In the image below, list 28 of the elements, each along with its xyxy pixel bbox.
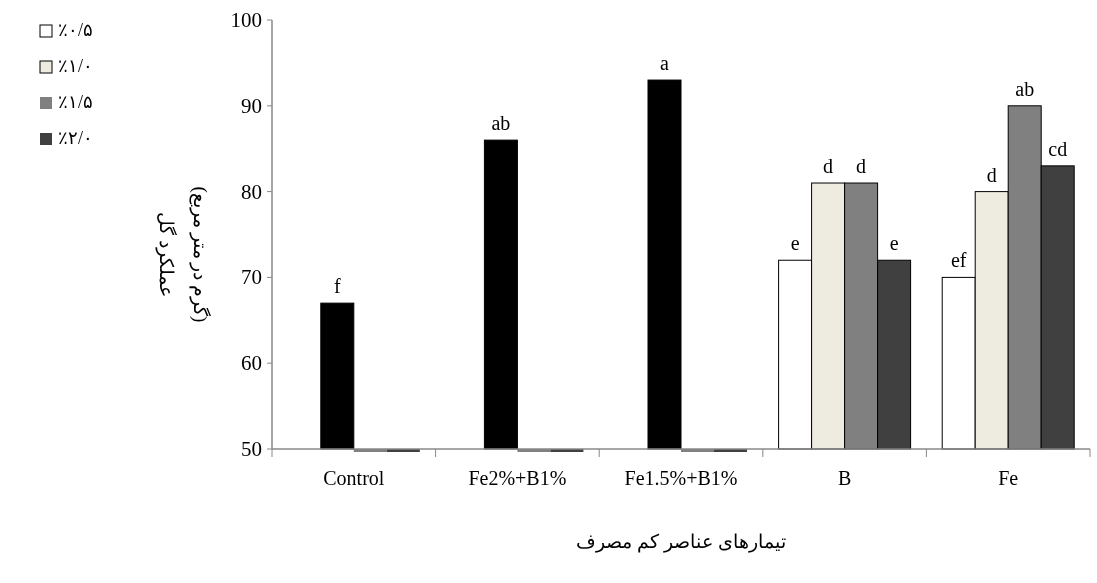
data-label: ab (1015, 77, 1035, 100)
x-tick-label: Fe (998, 467, 1019, 489)
y-tick-label: 70 (241, 265, 262, 290)
data-label: ab (491, 112, 511, 135)
x-tick-label: Control (323, 467, 385, 489)
data-label: e (889, 232, 899, 255)
data-label: ef (950, 249, 967, 272)
data-label: e (790, 232, 800, 255)
legend-label: ٪۲/۰ (58, 128, 94, 148)
legend-label: ٪۱/۵ (58, 92, 94, 112)
x-tick-label: Fe2%+B1% (468, 467, 567, 489)
x-tick-label: B (837, 467, 852, 489)
y-tick-label: 100 (230, 8, 262, 32)
legend-label: ٪۱/۰ (58, 56, 94, 76)
data-label: cd (1048, 137, 1068, 160)
legend-label: ٪۰/۵ (58, 20, 94, 40)
y-tick-label: 80 (241, 179, 262, 204)
y-axis-title: عملکرد گل (گرم در متر مربع) (155, 186, 212, 323)
data-label: d (986, 163, 997, 186)
data-label: f (333, 275, 341, 298)
y-tick-label: 90 (241, 93, 262, 118)
x-tick-label: Fe1.5%+B1% (624, 467, 738, 489)
y-tick-label: 60 (241, 351, 262, 376)
y-tick-label: 50 (241, 437, 262, 461)
x-axis-title: تیمارهای عناصر کم مصرف (576, 531, 786, 553)
data-label: d (856, 155, 867, 178)
data-label: d (823, 155, 834, 178)
data-label: a (660, 52, 670, 75)
